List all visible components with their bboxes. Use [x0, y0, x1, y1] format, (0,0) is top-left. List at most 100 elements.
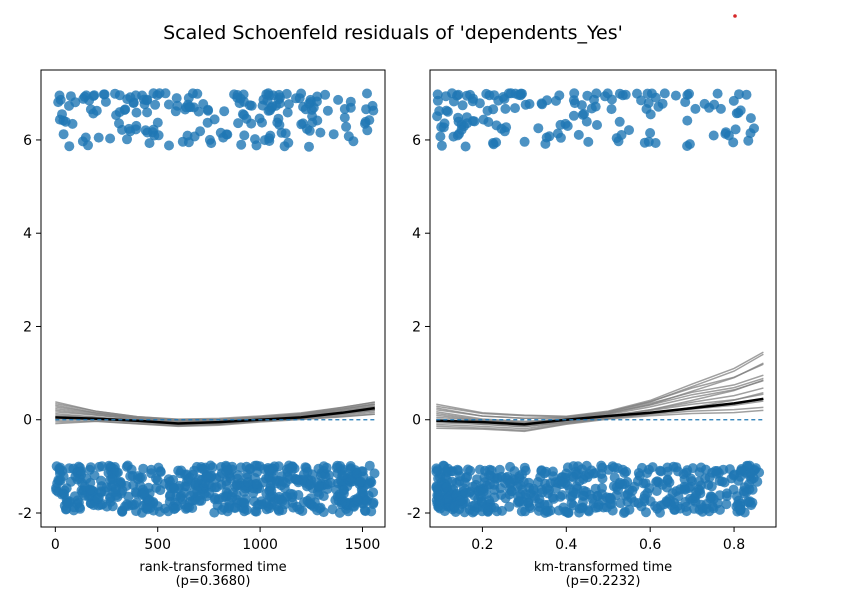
- residual-point: [484, 470, 494, 481]
- residual-point: [460, 141, 471, 152]
- residual-point: [280, 128, 291, 139]
- residual-point: [239, 110, 249, 120]
- residual-point: [315, 127, 326, 138]
- residual-point: [749, 123, 759, 134]
- residual-point: [684, 139, 695, 150]
- bootstrap-curve: [55, 401, 375, 420]
- residual-point: [122, 460, 133, 471]
- residual-point: [661, 496, 672, 507]
- residual-point: [249, 496, 260, 507]
- residual-point: [736, 465, 747, 476]
- residual-point: [519, 136, 530, 147]
- residual-point: [645, 109, 656, 120]
- residual-point: [597, 473, 608, 484]
- residual-point: [294, 504, 305, 515]
- residual-point: [741, 89, 752, 100]
- residual-point: [61, 483, 72, 494]
- residual-point: [431, 481, 442, 492]
- residual-points-group: [431, 88, 765, 518]
- residual-point: [129, 499, 140, 510]
- residual-point: [730, 124, 741, 135]
- residual-point: [111, 483, 121, 494]
- residual-point: [577, 490, 588, 501]
- residual-point: [55, 475, 66, 486]
- marker-dot: [733, 14, 737, 18]
- residual-point: [496, 123, 507, 134]
- residual-point: [322, 105, 333, 116]
- mean-smoother-group: [436, 397, 764, 426]
- residual-point: [94, 461, 105, 472]
- residual-point: [111, 110, 122, 121]
- residual-point: [455, 495, 466, 506]
- residual-point: [650, 92, 661, 103]
- residual-point: [65, 91, 76, 102]
- residual-point: [185, 102, 196, 113]
- residual-point: [142, 107, 153, 118]
- residual-point: [440, 91, 451, 102]
- x-tick-label: 0: [51, 537, 60, 553]
- residual-point: [614, 116, 625, 127]
- residual-point: [51, 461, 62, 472]
- residual-point: [518, 476, 529, 487]
- residual-point: [743, 479, 754, 490]
- residual-point: [528, 483, 539, 494]
- residual-point: [452, 130, 463, 141]
- residual-point: [462, 464, 473, 475]
- residual-point: [236, 139, 247, 150]
- residual-point: [155, 467, 166, 477]
- residual-point: [264, 136, 275, 146]
- residual-point: [338, 469, 349, 480]
- residual-point: [680, 97, 691, 108]
- residual-point: [551, 95, 561, 106]
- residual-point: [592, 490, 603, 501]
- residual-point: [273, 461, 284, 472]
- x-tick-label: 500: [144, 537, 171, 553]
- residual-point: [294, 93, 305, 104]
- residual-point: [265, 483, 276, 494]
- residual-point: [327, 504, 338, 515]
- residual-point: [122, 134, 132, 145]
- residual-point: [339, 112, 350, 123]
- y-tick-label: 2: [412, 319, 421, 335]
- residual-point: [352, 468, 363, 479]
- y-tick-label: 4: [412, 226, 421, 242]
- residual-point: [250, 506, 261, 517]
- residual-point: [305, 478, 316, 489]
- residual-point: [673, 466, 683, 477]
- residual-point: [506, 486, 517, 497]
- residual-point: [304, 498, 315, 509]
- residual-point: [58, 129, 69, 140]
- residual-point: [313, 463, 324, 474]
- residual-point: [596, 460, 607, 471]
- residual-point: [125, 92, 136, 103]
- residual-point: [98, 89, 109, 100]
- residual-point: [182, 130, 193, 141]
- residual-point: [281, 88, 292, 99]
- residual-point: [514, 496, 524, 507]
- residual-point: [277, 476, 288, 487]
- residual-point: [478, 114, 489, 125]
- bootstrap-curve: [436, 351, 764, 417]
- residual-point: [728, 95, 739, 106]
- residual-point: [735, 105, 746, 116]
- residual-point: [655, 465, 666, 476]
- residual-point: [432, 465, 443, 476]
- y-tick-label: 6: [412, 133, 421, 149]
- residual-point: [223, 503, 234, 514]
- residual-point: [498, 92, 509, 102]
- residual-point: [432, 111, 443, 122]
- residual-point: [72, 474, 83, 485]
- x-ticks: 0.2 0.4 0.6 0.8: [471, 527, 745, 553]
- residual-point: [274, 119, 285, 130]
- residual-point: [441, 105, 452, 116]
- residual-point: [696, 499, 706, 510]
- residual-point: [246, 100, 257, 111]
- residual-point: [624, 125, 634, 136]
- x-tick-label: 0.4: [555, 537, 577, 553]
- residual-point: [568, 95, 579, 106]
- residual-point: [142, 501, 153, 512]
- residual-point: [622, 476, 633, 487]
- residual-point: [456, 119, 467, 130]
- residual-point: [525, 503, 536, 514]
